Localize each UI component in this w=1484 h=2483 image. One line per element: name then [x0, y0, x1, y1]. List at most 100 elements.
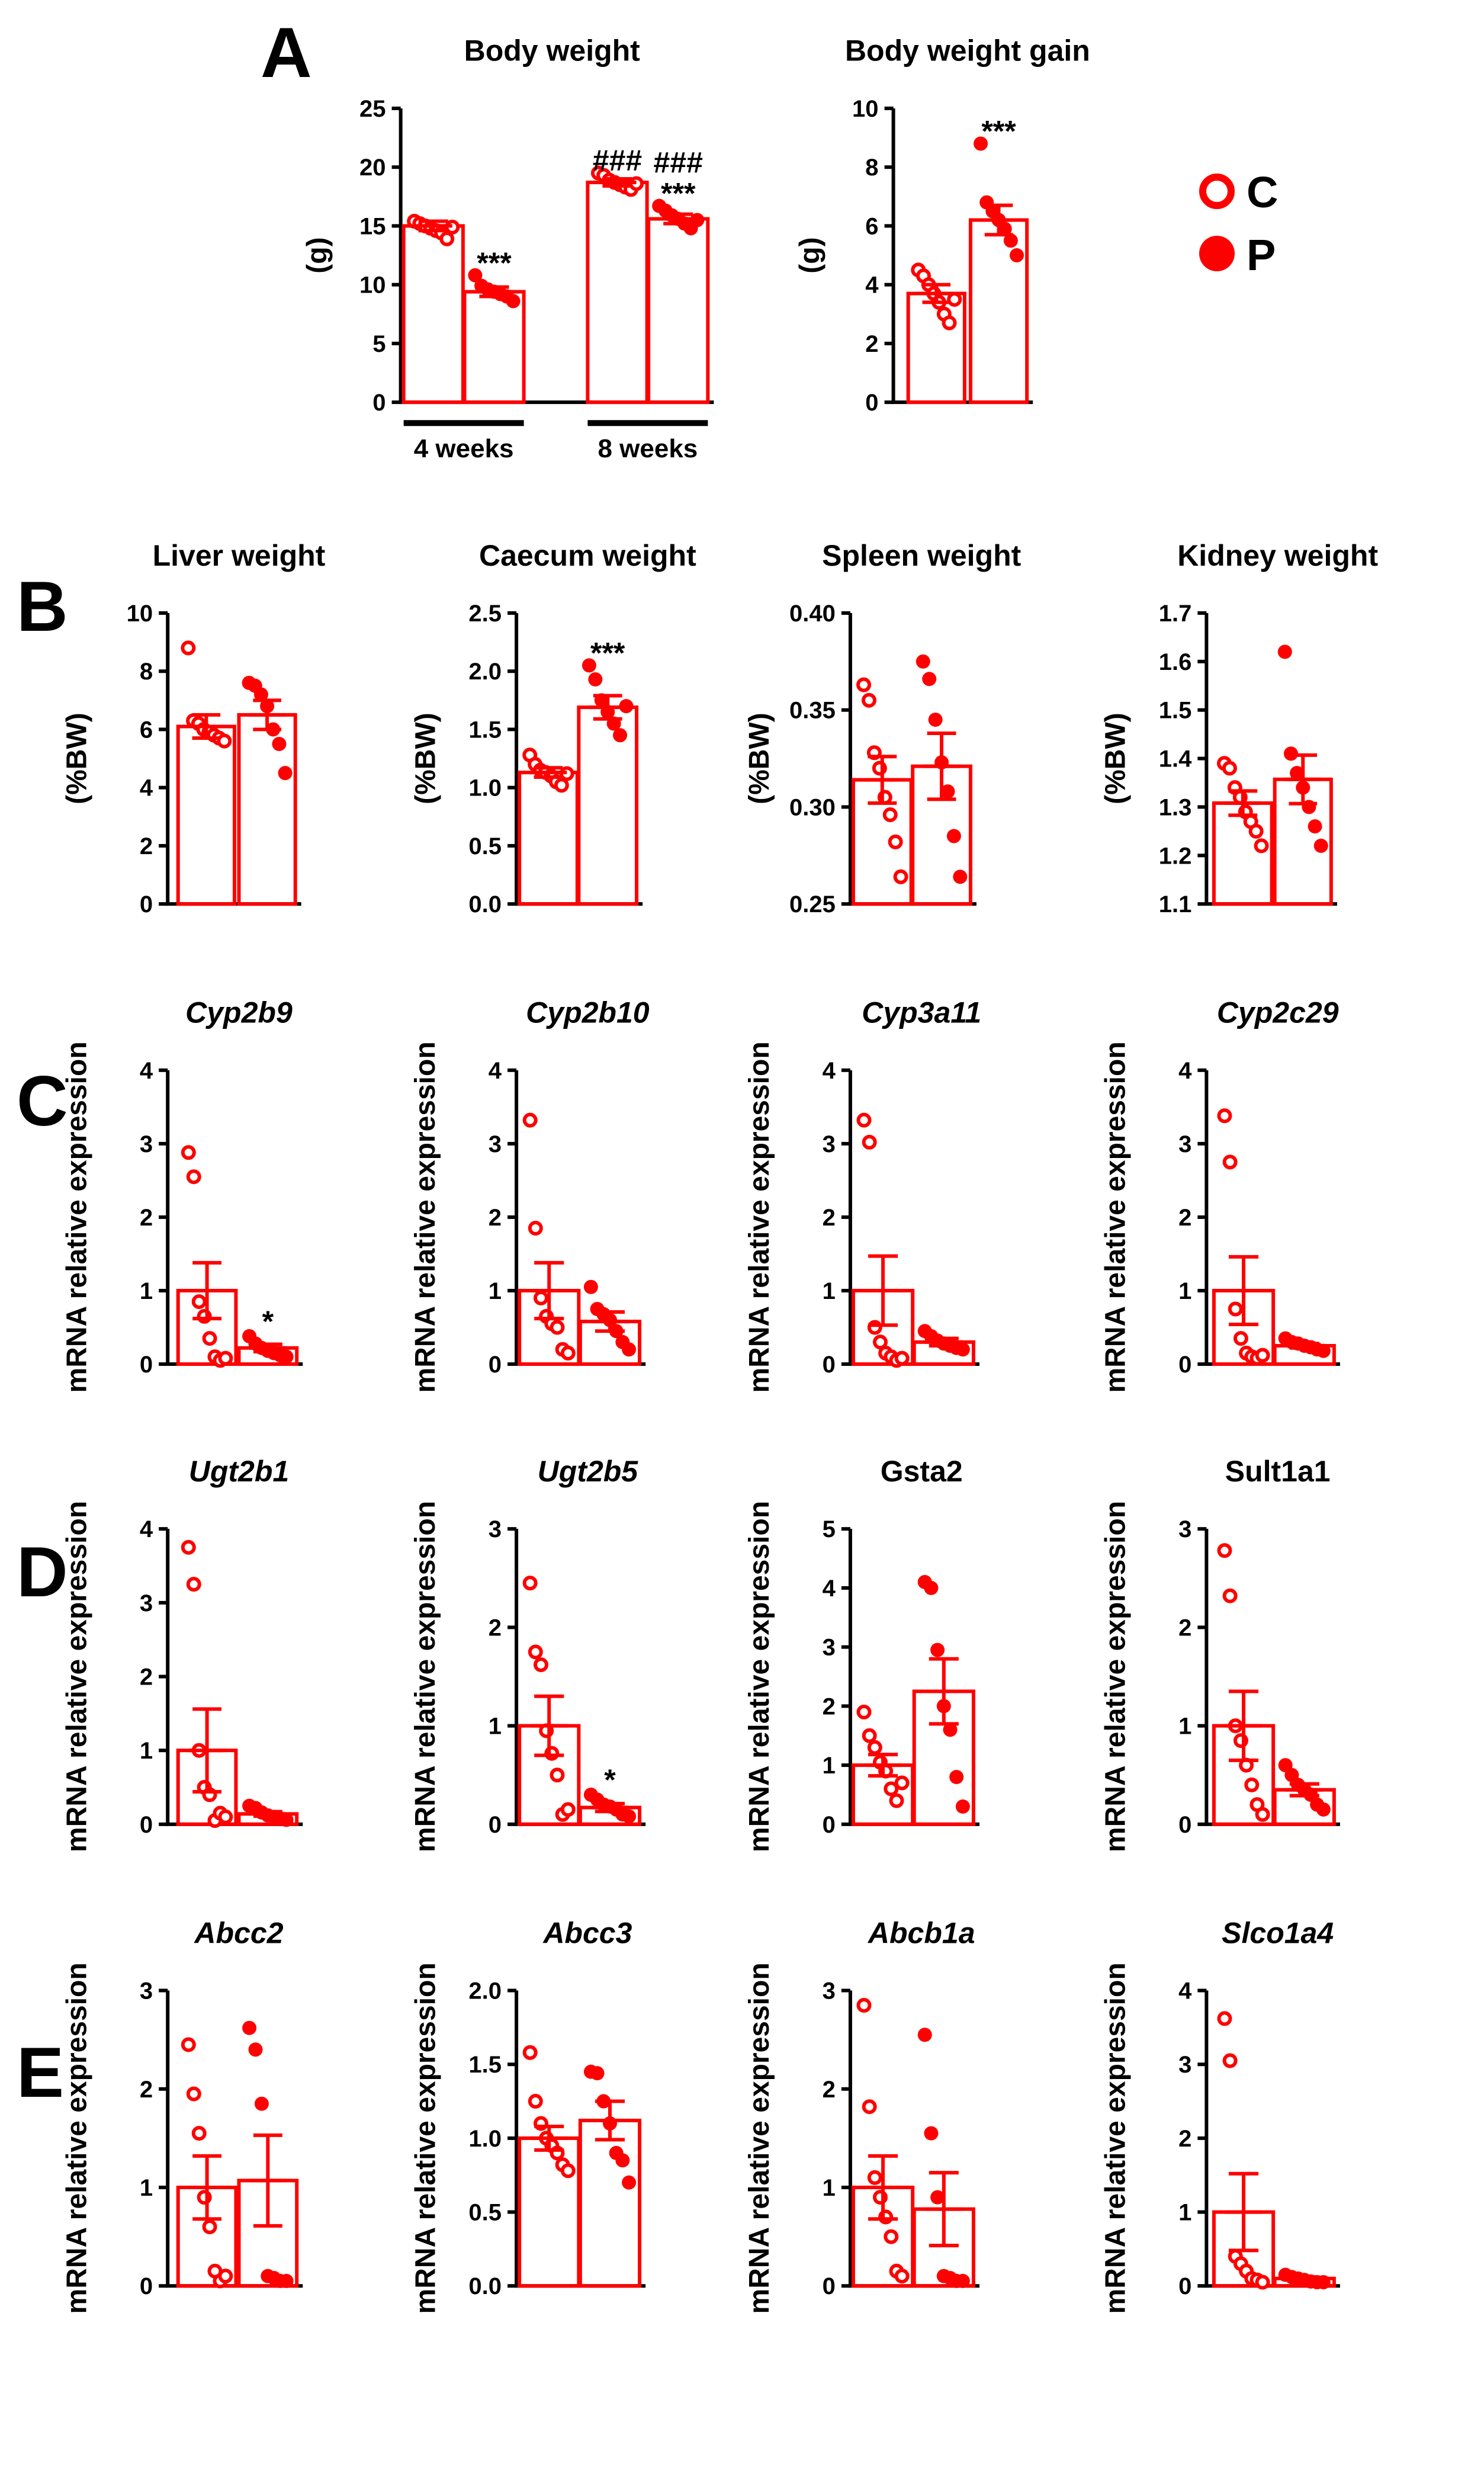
data-point-p	[974, 136, 988, 151]
y-tick-label: 1	[823, 1278, 836, 1304]
y-tick-label: 0	[823, 1812, 836, 1838]
data-point-c	[550, 1320, 565, 1335]
data-point-p	[917, 2028, 932, 2042]
y-tick-label: 4	[865, 272, 879, 299]
bar-p	[577, 705, 639, 906]
y-tick-label: 0	[1178, 1352, 1191, 1378]
data-point-c	[1217, 1108, 1232, 1124]
data-point-p	[506, 294, 521, 309]
data-point-c	[202, 2219, 217, 2235]
y-tick-label: 4	[823, 1058, 836, 1084]
data-point-c	[884, 1781, 899, 1797]
chart-title: Body weight gain	[845, 34, 1090, 68]
y-tick-label: 0	[140, 891, 153, 918]
data-point-c	[888, 834, 903, 849]
bar-p	[647, 217, 710, 405]
y-axis-label: mRNA relative expression	[61, 1962, 92, 2314]
data-point-p	[254, 2096, 269, 2111]
panel-label-a: A	[261, 13, 312, 92]
y-tick-label: 0	[489, 1352, 502, 1378]
data-point-c	[550, 1767, 565, 1783]
data-point-c	[439, 231, 455, 246]
y-axis-label: (%BW)	[744, 713, 775, 804]
y-axis-label: mRNA relative expression	[744, 1962, 775, 2314]
chart-ugt2b5: Ugt2b5 mRNA relative expression 0 1 2 3 *	[410, 1455, 646, 1852]
data-point-p	[1010, 248, 1024, 263]
data-point-p	[613, 728, 628, 743]
chart-title: Gsta2	[881, 1455, 963, 1488]
y-tick-label: 4	[1178, 1058, 1192, 1084]
data-point-p	[583, 1279, 598, 1294]
data-point-p	[242, 2020, 257, 2035]
y-tick-label: 1.5	[468, 717, 502, 743]
data-point-c	[1244, 1777, 1260, 1792]
y-tick-label: 1.3	[1159, 794, 1192, 820]
data-point-p	[955, 1799, 970, 1814]
y-tick-label: 8	[865, 155, 878, 181]
data-point-p	[930, 1642, 945, 1657]
y-tick-label: 0.40	[789, 601, 836, 627]
chart-title: Ugt2b1	[189, 1455, 289, 1488]
y-tick-label: 1.2	[1159, 843, 1192, 869]
y-tick-label: 4	[823, 1576, 836, 1602]
data-point-p	[468, 268, 483, 283]
data-point-p	[615, 2153, 630, 2168]
data-point-c	[894, 2269, 910, 2284]
data-point-c	[862, 1134, 877, 1150]
y-tick-label: 0	[140, 1812, 153, 1838]
data-point-c	[1255, 1348, 1270, 1363]
chart-title: Kidney weight	[1177, 539, 1378, 572]
y-tick-label: 3	[140, 1978, 153, 2004]
y-axis-label: mRNA relative expression	[61, 1501, 92, 1852]
y-tick-label: 2	[823, 1205, 836, 1231]
data-point-c	[882, 807, 898, 823]
data-point-c	[522, 1576, 538, 1591]
y-tick-label: 0.35	[789, 698, 836, 724]
y-tick-label: 2	[489, 1615, 502, 1641]
data-point-p	[278, 766, 293, 781]
y-tick-label: 4	[140, 775, 153, 801]
data-point-c	[181, 640, 196, 656]
data-point-c	[191, 1294, 207, 1310]
data-point-p	[253, 687, 268, 702]
chart-title: Cyp2b10	[526, 996, 650, 1029]
data-point-p	[582, 658, 596, 673]
y-tick-label: 4	[140, 1058, 153, 1084]
y-tick-label: 0.0	[468, 891, 502, 918]
data-point-p	[279, 2273, 294, 2288]
chart-cyp2b9: Cyp2b9 mRNA relative expression 0 1 2 3 4 *	[61, 996, 303, 1393]
data-point-p	[248, 2042, 263, 2057]
data-point-p	[949, 1770, 964, 1785]
data-point-c	[522, 1112, 538, 1128]
y-tick-label: 0	[140, 1352, 153, 1378]
data-point-c	[181, 1145, 196, 1160]
data-point-c	[856, 1112, 872, 1128]
y-tick-label: 5	[372, 331, 386, 357]
data-point-c	[1228, 1301, 1243, 1317]
y-tick-label: 1	[489, 1278, 502, 1304]
y-tick-label: 10	[359, 272, 386, 299]
data-point-c	[1217, 1543, 1232, 1558]
y-axis-label: (%BW)	[1100, 713, 1132, 804]
y-tick-label: 1.7	[1159, 601, 1192, 627]
chart-caecum: Caecum weight (%BW) 0.0 0.5 1.0 1.5 2.0 2.5 ***	[410, 539, 696, 918]
y-tick-label: 2	[140, 2077, 153, 2103]
y-tick-label: 20	[359, 155, 386, 181]
data-point-c	[1248, 823, 1264, 839]
data-point-c	[522, 2045, 538, 2060]
y-tick-label: 1.6	[1159, 649, 1192, 675]
y-tick-label: 0	[140, 2273, 153, 2299]
data-point-p	[930, 2190, 945, 2205]
y-tick-label: 3	[489, 1131, 502, 1157]
data-point-c	[202, 1331, 217, 1346]
y-tick-label: 1.1	[1159, 891, 1192, 918]
data-point-c	[894, 1775, 910, 1791]
group-label: 4 weeks	[414, 434, 514, 463]
data-point-c	[528, 1644, 543, 1660]
bar-p	[578, 2118, 642, 2288]
data-point-p	[940, 784, 955, 799]
y-axis-label: mRNA relative expression	[410, 1041, 441, 1393]
chart-gsta2: Gsta2 mRNA relative expression 0 1 2 3 4 5	[744, 1455, 979, 1852]
data-point-c	[560, 2163, 576, 2179]
